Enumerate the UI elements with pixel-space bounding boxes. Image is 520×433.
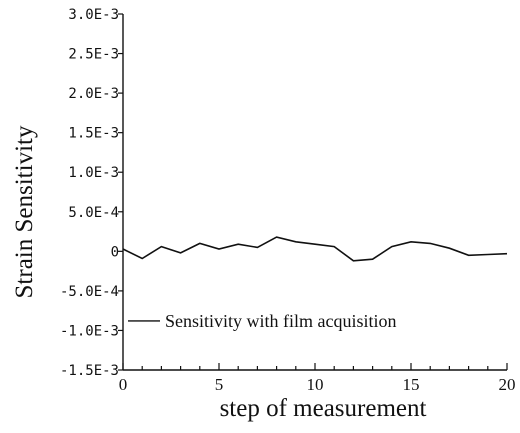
y-tick-label: 5.0E-4 xyxy=(68,205,119,221)
y-axis-title: Strain Sensitivity xyxy=(11,125,38,298)
y-axis-ticks: -1.5E-3 -1.0E-3 -5.0E-4 0 5.0E-4 1.0E-3 1.5E-3… xyxy=(60,7,123,379)
x-tick-label: 15 xyxy=(403,375,420,394)
y-tick-label: 1.5E-3 xyxy=(68,126,119,142)
y-tick-label: 3.0E-3 xyxy=(68,7,119,23)
x-axis-title: step of measurement xyxy=(220,395,427,422)
legend-label: Sensitivity with film acquisition xyxy=(165,311,397,331)
x-tick-label: 0 xyxy=(119,375,128,394)
legend: Sensitivity with film acquisition xyxy=(128,311,397,331)
series-line xyxy=(122,236,508,262)
x-axis-ticks: 0 5 10 15 20 xyxy=(119,363,516,394)
y-tick-label: 1.0E-3 xyxy=(68,165,119,181)
y-tick-label: -1.0E-3 xyxy=(60,323,119,339)
y-tick-label: -1.5E-3 xyxy=(60,363,119,379)
x-tick-label: 20 xyxy=(499,375,516,394)
x-tick-label: 5 xyxy=(215,375,224,394)
y-tick-label: 0 xyxy=(111,244,119,260)
y-tick-label: -5.0E-4 xyxy=(60,284,119,300)
y-tick-label: 2.5E-3 xyxy=(68,47,119,63)
x-tick-label: 10 xyxy=(307,375,324,394)
y-tick-label: 2.0E-3 xyxy=(68,86,119,102)
